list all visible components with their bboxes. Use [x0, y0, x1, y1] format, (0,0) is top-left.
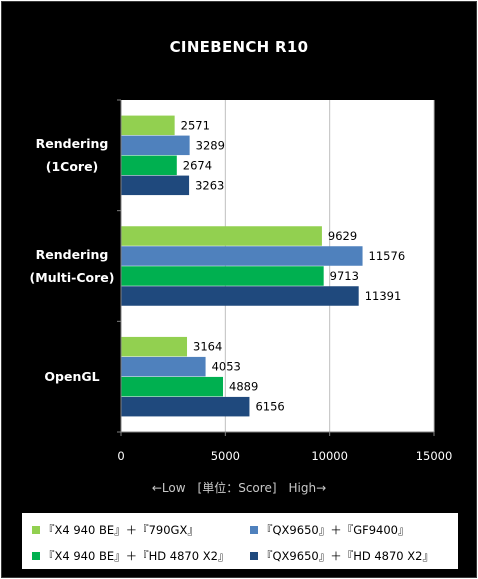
legend-item-qx9650-hd4870x2: 『QX9650』＋『HD 4870 X2』	[250, 548, 434, 564]
data-label: 9629	[328, 229, 357, 243]
x-axis-caption: ←Low [単位：Score] High→	[151, 481, 327, 495]
category-label-line: Rendering	[35, 136, 109, 152]
x-tick-label: 0	[117, 449, 125, 463]
category-label-line: (Multi-Core)	[29, 270, 115, 285]
bar	[121, 286, 359, 306]
data-label: 3263	[195, 178, 224, 192]
legend-item-x4-790gx: 『X4 940 BE』＋『790GX』	[32, 522, 199, 538]
category-label: Rendering (Multi-Core)	[17, 243, 127, 289]
data-label: 2571	[181, 118, 210, 132]
data-label: 3289	[196, 138, 225, 152]
bar	[121, 356, 206, 377]
bar	[121, 226, 322, 246]
chart-title: CINEBENCH R10	[169, 38, 309, 56]
x-tick-label: 15000	[415, 449, 453, 463]
data-label: 4053	[212, 360, 241, 374]
bar	[121, 175, 190, 196]
legend-swatch	[250, 552, 258, 560]
data-label: 3164	[193, 340, 222, 354]
bar	[121, 135, 190, 156]
legend-label: 『QX9650』＋『GF9400』	[261, 523, 410, 537]
x-tick-label: 5000	[210, 449, 240, 463]
data-label: 6156	[255, 400, 284, 414]
bar	[121, 266, 324, 286]
category-label: OpenGL	[17, 365, 127, 388]
category-label-line: OpenGL	[44, 369, 100, 385]
data-label: 11576	[369, 249, 406, 263]
legend-swatch	[32, 552, 40, 560]
category-label-line: Rendering	[35, 247, 109, 262]
legend-item-x4-hd4870x2: 『X4 940 BE』＋『HD 4870 X2』	[32, 548, 229, 564]
data-label: 11391	[365, 289, 402, 303]
bar	[121, 115, 175, 136]
legend-swatch	[250, 526, 258, 534]
bar	[121, 155, 177, 176]
legend-label: 『QX9650』＋『HD 4870 X2』	[261, 549, 434, 563]
legend-swatch	[32, 526, 40, 534]
bar	[121, 336, 188, 357]
bar	[121, 396, 250, 417]
data-label: 2674	[183, 158, 212, 172]
legend-label: 『X4 940 BE』＋『790GX』	[43, 523, 199, 537]
legend-label: 『X4 940 BE』＋『HD 4870 X2』	[43, 549, 230, 563]
data-label: 4889	[229, 380, 258, 394]
bar	[121, 246, 363, 266]
data-label: 9713	[330, 269, 359, 283]
x-tick-label: 10000	[311, 449, 348, 463]
legend-item-qx9650-gf9400: 『QX9650』＋『GF9400』	[250, 522, 410, 538]
legend: 『X4 940 BE』＋『790GX』 『QX9650』＋『GF9400』 『X…	[22, 513, 458, 569]
category-label-line: (1Core)	[45, 159, 99, 175]
category-label: Rendering (1Core)	[17, 132, 127, 178]
plot-area	[121, 100, 434, 432]
bar	[121, 376, 224, 397]
